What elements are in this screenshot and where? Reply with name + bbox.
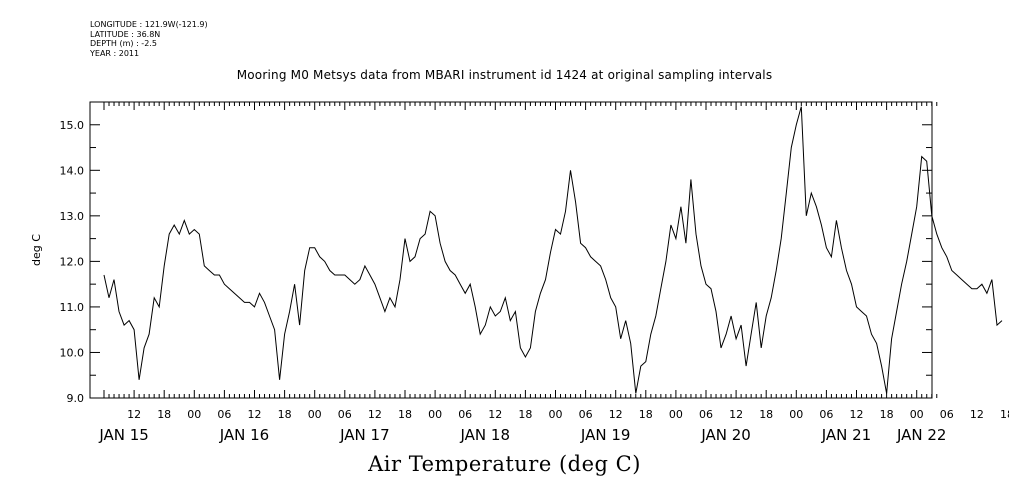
x-day-label: JAN 17 [339, 426, 390, 444]
x-axis-title: Air Temperature (deg C) [368, 452, 641, 476]
x-hour-tick-label: 18 [398, 408, 412, 421]
x-hour-tick-label: 00 [308, 408, 322, 421]
x-hour-tick-label: 12 [248, 408, 262, 421]
longitude-text: LONGITUDE : 121.9W(-121.9) [90, 20, 208, 29]
metadata-block: LONGITUDE : 121.9W(-121.9) LATITUDE : 36… [90, 20, 208, 58]
y-tick-label: 13.0 [60, 210, 85, 223]
x-hour-tick-label: 12 [488, 408, 502, 421]
x-hour-tick-label: 12 [127, 408, 141, 421]
x-hour-tick-label: 18 [880, 408, 894, 421]
x-hour-tick-label: 06 [940, 408, 954, 421]
y-axis-label: deg C [30, 234, 43, 266]
y-tick-label: 15.0 [60, 119, 85, 132]
x-day-label: JAN 16 [219, 426, 270, 444]
x-hour-tick-label: 12 [729, 408, 743, 421]
x-hour-tick-label: 18 [1000, 408, 1009, 421]
y-tick-label: 11.0 [60, 301, 85, 314]
x-day-label: JAN 15 [98, 426, 149, 444]
x-hour-tick-label: 00 [669, 408, 683, 421]
x-hour-tick-label: 18 [759, 408, 773, 421]
x-hour-tick-label: 06 [338, 408, 352, 421]
x-day-label: JAN 18 [460, 426, 511, 444]
year-text: YEAR : 2011 [90, 48, 140, 58]
x-day-label: JAN 20 [700, 426, 751, 444]
x-hour-tick-label: 00 [910, 408, 924, 421]
depth-text: DEPTH (m) : -2.5 [90, 39, 157, 48]
x-hour-tick-label: 00 [549, 408, 563, 421]
x-hour-tick-label: 12 [368, 408, 382, 421]
x-hour-tick-label: 12 [850, 408, 864, 421]
x-hour-tick-label: 12 [609, 408, 623, 421]
chart-title: Mooring M0 Metsys data from MBARI instru… [236, 68, 773, 82]
x-hour-tick-label: 06 [699, 408, 713, 421]
x-day-label: JAN 22 [896, 426, 947, 444]
y-tick-label: 14.0 [60, 164, 85, 177]
x-hour-tick-label: 18 [639, 408, 653, 421]
x-hour-tick-label: 00 [187, 408, 201, 421]
x-day-label: JAN 21 [821, 426, 872, 444]
latitude-text: LATITUDE : 36.8N [90, 29, 161, 39]
plot-frame [89, 101, 933, 399]
x-hour-tick-label: 06 [217, 408, 231, 421]
y-tick-label: 9.0 [67, 392, 85, 405]
x-day-label: JAN 19 [580, 426, 631, 444]
x-hour-tick-label: 06 [819, 408, 833, 421]
y-tick-label: 10.0 [60, 346, 85, 359]
x-hour-tick-label: 06 [579, 408, 593, 421]
series-line [103, 106, 1003, 394]
x-hour-tick-label: 18 [278, 408, 292, 421]
x-hour-tick-label: 18 [518, 408, 532, 421]
x-hour-tick-label: 12 [970, 408, 984, 421]
x-hour-tick-label: 18 [157, 408, 171, 421]
x-hour-tick-label: 00 [789, 408, 803, 421]
x-hour-tick-label: 06 [458, 408, 472, 421]
x-hour-tick-label: 00 [428, 408, 442, 421]
y-tick-label: 12.0 [60, 255, 85, 268]
